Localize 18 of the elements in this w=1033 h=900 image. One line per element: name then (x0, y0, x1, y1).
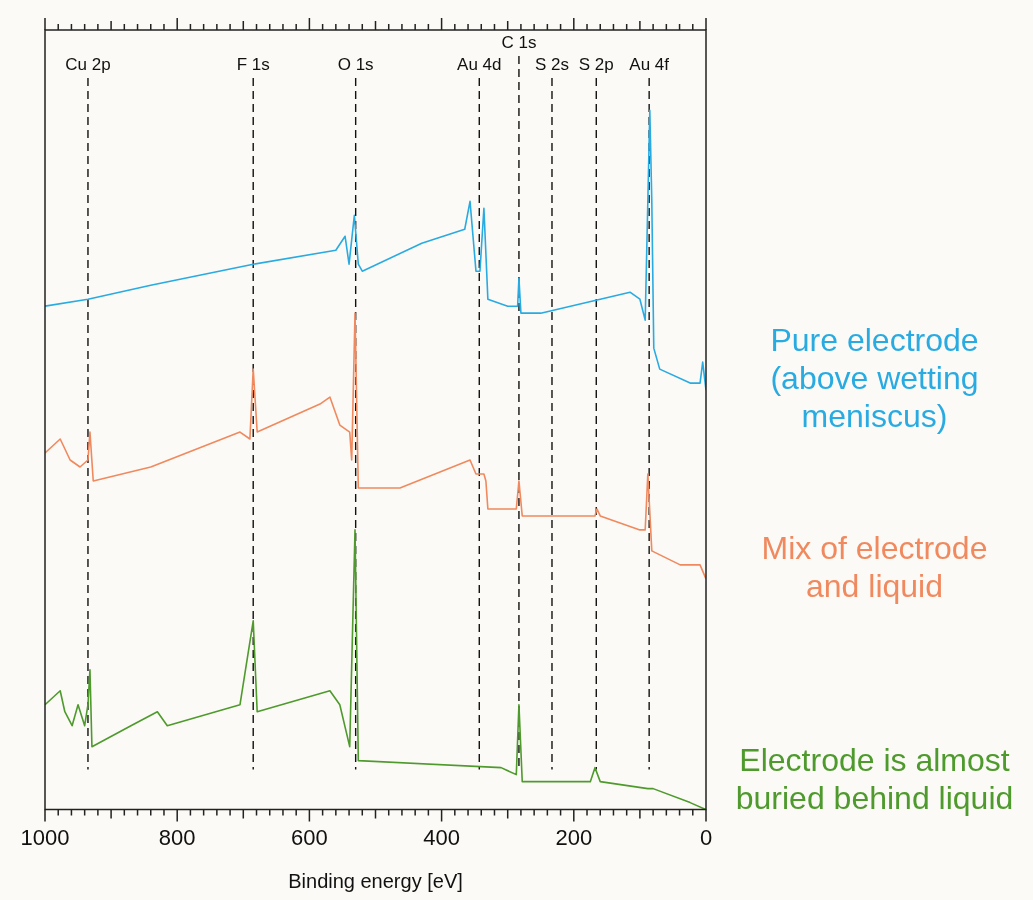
x-axis-title: Binding energy [eV] (288, 869, 463, 892)
ref-line-label: Au 4d (457, 55, 502, 75)
ref-line-label: S 2p (578, 55, 614, 75)
x-tick-label: 0 (699, 824, 713, 850)
x-tick-label: 600 (291, 824, 328, 850)
x-tick-label: 1000 (20, 824, 70, 850)
series-label: Mix of electrode and liquid (761, 529, 988, 604)
x-tick-label: 800 (158, 824, 196, 850)
text: Pure electrode (above wetting meniscus) (770, 321, 979, 434)
ref-line-label: C 1s (501, 33, 537, 53)
ref-line-label: O 1s (337, 55, 374, 75)
ref-line-label: Cu 2p (65, 55, 111, 75)
x-tick-label: 200 (555, 824, 593, 850)
ref-line-label: S 2s (534, 55, 569, 75)
series-label: Electrode is almost buried behind liquid (735, 742, 1014, 817)
ref-line-label: Au 4f (629, 55, 670, 75)
ref-line-label: F 1s (236, 55, 270, 75)
x-tick-label: 400 (423, 824, 460, 850)
